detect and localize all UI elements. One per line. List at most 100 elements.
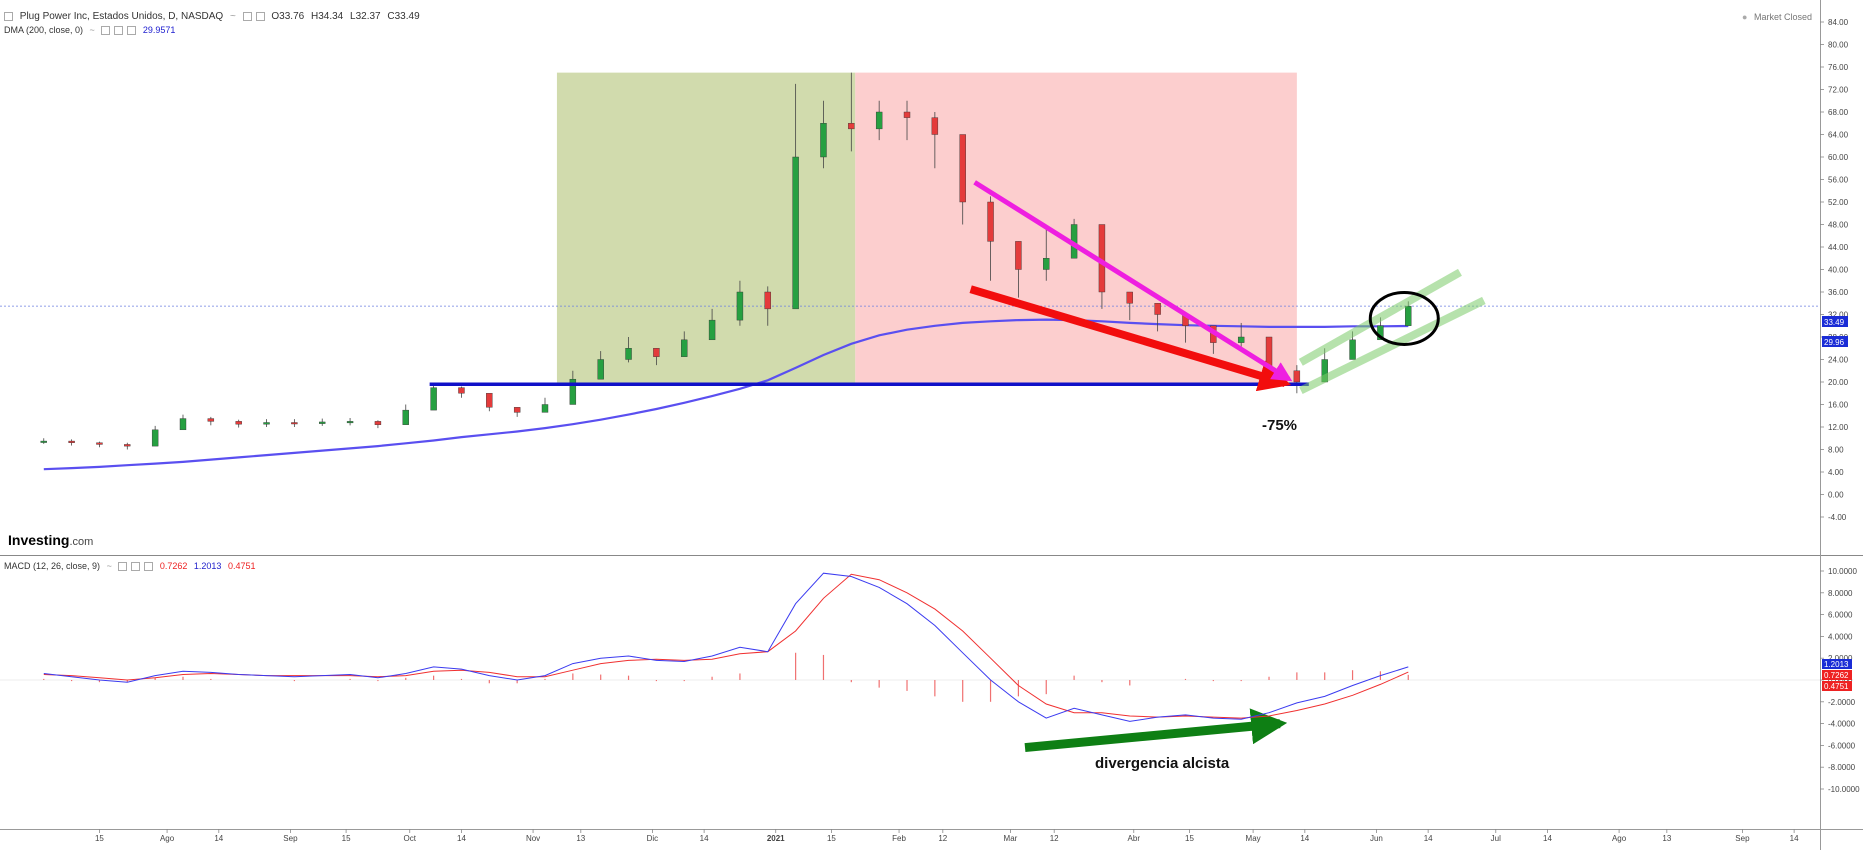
- time-tick-label: Ago: [1612, 834, 1627, 843]
- candle-body[interactable]: [458, 387, 465, 394]
- price-tick-label: 60.00: [1828, 153, 1849, 162]
- candle-body[interactable]: [1349, 339, 1356, 360]
- sma-200-line[interactable]: [43, 318, 1409, 471]
- candle-body[interactable]: [179, 418, 187, 431]
- drop-percent-label: -75%: [1262, 417, 1297, 434]
- legend-button-1[interactable]: [242, 11, 252, 21]
- candle-body[interactable]: [653, 348, 660, 357]
- macd-pane[interactable]: [0, 557, 1820, 830]
- time-tick-label: 15: [827, 834, 836, 843]
- candle-body[interactable]: [319, 421, 326, 424]
- macd-tick-label: 6.0000: [1828, 611, 1853, 620]
- candle-body[interactable]: [291, 422, 298, 425]
- candle-body[interactable]: [151, 429, 159, 447]
- candle-body[interactable]: [1015, 241, 1022, 270]
- price-tick-label: 64.00: [1828, 131, 1849, 140]
- chart-title: Plug Power Inc, Estados Unidos, D, NASDA…: [19, 11, 224, 22]
- candle-body[interactable]: [931, 117, 939, 135]
- candle-body[interactable]: [207, 418, 215, 422]
- signal-badge-text: 0.7262: [1824, 671, 1849, 680]
- candle-body[interactable]: [597, 359, 604, 380]
- macd-badge-text: 1.2013: [1824, 660, 1849, 669]
- channel-upper-line[interactable]: [1298, 268, 1462, 366]
- candle-body[interactable]: [681, 339, 688, 357]
- candle-body[interactable]: [1043, 258, 1050, 270]
- price-tick-label: 36.00: [1828, 288, 1849, 297]
- sma-button-2[interactable]: [114, 26, 124, 36]
- time-tick-label: 15: [1185, 834, 1194, 843]
- candle-body[interactable]: [625, 348, 632, 360]
- candle-body[interactable]: [346, 421, 354, 424]
- candle-body[interactable]: [820, 123, 827, 158]
- time-tick-label: Nov: [526, 834, 540, 843]
- candle-body[interactable]: [987, 201, 994, 242]
- divergence-label: divergencia alcista: [1095, 755, 1230, 772]
- candle-body[interactable]: [848, 123, 855, 130]
- candle-body[interactable]: [263, 422, 270, 425]
- ohlc-close: C33.49: [387, 11, 420, 22]
- last-price-badge: [1822, 316, 1848, 327]
- candle-body[interactable]: [402, 409, 409, 425]
- highlight-circle[interactable]: [1368, 290, 1440, 346]
- candle-body[interactable]: [903, 111, 911, 118]
- candle-body[interactable]: [68, 440, 75, 443]
- red-arrow[interactable]: [969, 285, 1292, 392]
- price-tick-label: 84.00: [1828, 18, 1849, 27]
- macd-label[interactable]: MACD (12, 26, close, 9): [4, 561, 101, 571]
- time-tick-label: Jul: [1491, 834, 1501, 843]
- sma-chevron-icon[interactable]: ~: [89, 25, 95, 35]
- macd-tick-label: -4.0000: [1828, 720, 1856, 729]
- candle-body[interactable]: [875, 111, 883, 130]
- candle-body[interactable]: [235, 421, 242, 425]
- candle-body[interactable]: [792, 156, 799, 310]
- macd-value: 0.7262: [159, 561, 188, 571]
- time-tick-label: Abr: [1128, 834, 1141, 843]
- candle-body[interactable]: [1405, 305, 1412, 326]
- sma-button-3[interactable]: [127, 26, 137, 36]
- macd-button-2[interactable]: [131, 562, 141, 572]
- macd-line[interactable]: [43, 572, 1409, 722]
- time-tick-label: Oct: [404, 834, 417, 843]
- candle-body[interactable]: [96, 442, 103, 445]
- candle-body[interactable]: [569, 378, 577, 405]
- candle-body[interactable]: [1293, 370, 1301, 383]
- channel-lower-line[interactable]: [1299, 296, 1486, 395]
- settings-chevron-icon[interactable]: ~: [229, 11, 236, 22]
- price-tick-label: 32.00: [1828, 311, 1849, 320]
- investing-logo: Investing.com: [8, 532, 93, 548]
- candle-body[interactable]: [708, 319, 716, 341]
- candle-body[interactable]: [124, 444, 131, 447]
- candle-body[interactable]: [486, 393, 493, 408]
- candle-body[interactable]: [40, 440, 47, 443]
- macd-tick-label: -8.0000: [1828, 763, 1856, 772]
- candle-body[interactable]: [1126, 291, 1133, 304]
- market-status-text: Market Closed: [1753, 12, 1812, 22]
- candle-body[interactable]: [374, 421, 382, 425]
- logo-domain: .com: [69, 536, 94, 548]
- sma-button-1[interactable]: [101, 26, 111, 36]
- price-tick-label: 80.00: [1828, 41, 1849, 50]
- candle-body[interactable]: [736, 291, 744, 321]
- magenta-arrow[interactable]: [973, 180, 1293, 382]
- macd-chevron-icon[interactable]: ~: [106, 561, 112, 571]
- legend-button-2[interactable]: [255, 11, 265, 21]
- candle-body[interactable]: [959, 134, 966, 203]
- candle-body[interactable]: [1154, 303, 1161, 315]
- macd-button-1[interactable]: [118, 562, 128, 572]
- macd-tick-label: 4.0000: [1828, 632, 1853, 641]
- rally-zone[interactable]: [556, 72, 856, 385]
- candle-body[interactable]: [541, 404, 549, 413]
- divergence-arrow[interactable]: [1024, 708, 1288, 753]
- collapse-icon[interactable]: [4, 11, 13, 21]
- candle-body[interactable]: [1237, 336, 1245, 343]
- time-tick-label: 15: [342, 834, 351, 843]
- macd-button-3[interactable]: [144, 562, 154, 572]
- price-tick-label: 8.00: [1828, 446, 1844, 455]
- candle-body[interactable]: [513, 407, 521, 413]
- macd-badge: [1822, 659, 1852, 669]
- price-tick-label: 24.00: [1828, 356, 1849, 365]
- candle-body[interactable]: [764, 291, 771, 310]
- sma-label[interactable]: DMA (200, close, 0): [4, 25, 84, 35]
- candle-body[interactable]: [430, 387, 437, 411]
